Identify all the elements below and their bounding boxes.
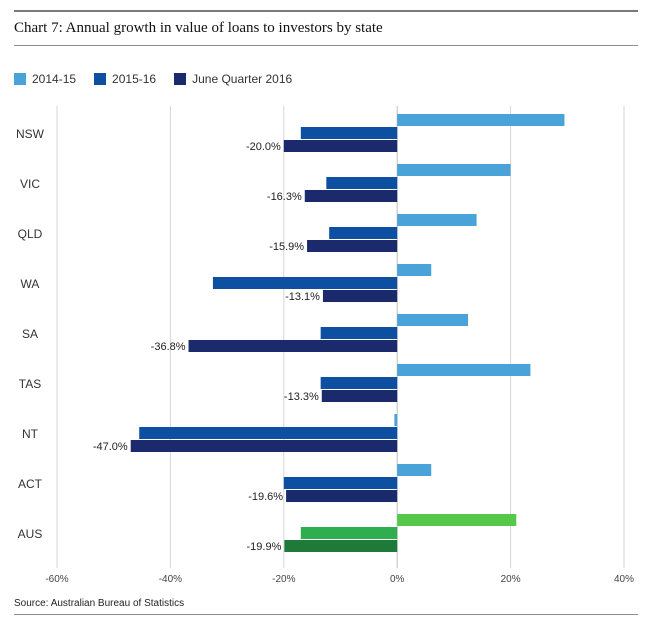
category-label: WA [21,277,40,291]
data-label: -16.3% [267,191,302,203]
bar [320,377,398,389]
bar [284,540,398,552]
category-label: NSW [16,127,45,141]
data-label: -20.0% [246,141,281,153]
category-label: SA [22,327,38,341]
data-label: -13.1% [285,291,320,303]
chart-legend: 2014-15 2015-16 June Quarter 2016 [14,72,292,86]
legend-item-june-quarter-2016: June Quarter 2016 [174,72,292,86]
bar [304,190,398,202]
bar [188,340,398,352]
bar [300,127,398,139]
bar [397,514,517,526]
bar [286,490,398,502]
legend-swatch-june-quarter-2016 [174,73,187,85]
bar [329,227,398,239]
title-rule [14,45,638,46]
bar [397,114,565,126]
x-tick-label: 0% [390,574,405,585]
bar [397,214,477,226]
x-tick-label: 20% [501,574,521,585]
legend-label-june-quarter-2016: June Quarter 2016 [192,72,293,86]
bar [212,277,398,289]
bar [307,240,398,252]
bar [397,464,432,476]
x-tick-label: -40% [159,574,182,585]
bar [320,327,398,339]
bar [321,390,398,402]
source-rule [14,614,638,615]
legend-swatch-2015-16 [94,73,107,85]
category-label: QLD [18,227,43,241]
category-label: NT [22,427,39,441]
bar [139,427,398,439]
bar [394,414,398,426]
category-label: ACT [18,477,43,491]
bar [397,364,531,376]
legend-label-2014-15: 2014-15 [32,72,77,86]
bar [283,477,398,489]
category-label: TAS [19,377,41,391]
x-tick-label: 40% [614,574,634,585]
source-note: Source: Australian Bureau of Statistics [14,598,185,609]
data-label: -19.9% [247,541,282,553]
legend-item-2015-16: 2015-16 [94,72,156,86]
data-label: -19.6% [248,491,283,503]
bar [397,264,432,276]
bar [283,140,398,152]
legend-swatch-2014-15 [14,73,26,85]
bar [397,164,511,176]
chart-title: Chart 7: Annual growth in value of loans… [14,20,383,36]
data-label: -47.0% [93,441,128,453]
legend-label-2015-16: 2015-16 [112,72,157,86]
legend-item-2014-15: 2014-15 [14,72,76,86]
bar [326,177,398,189]
bar [300,527,398,539]
top-rule [14,10,638,12]
category-label: AUS [18,527,43,541]
data-label: -15.9% [269,241,304,253]
bar [397,314,469,326]
bar [322,290,398,302]
data-label: -36.8% [151,341,186,353]
data-label: -13.3% [284,391,319,403]
bar [130,440,398,452]
x-tick-label: -60% [45,574,68,585]
category-label: VIC [20,177,40,191]
x-tick-label: -20% [272,574,295,585]
